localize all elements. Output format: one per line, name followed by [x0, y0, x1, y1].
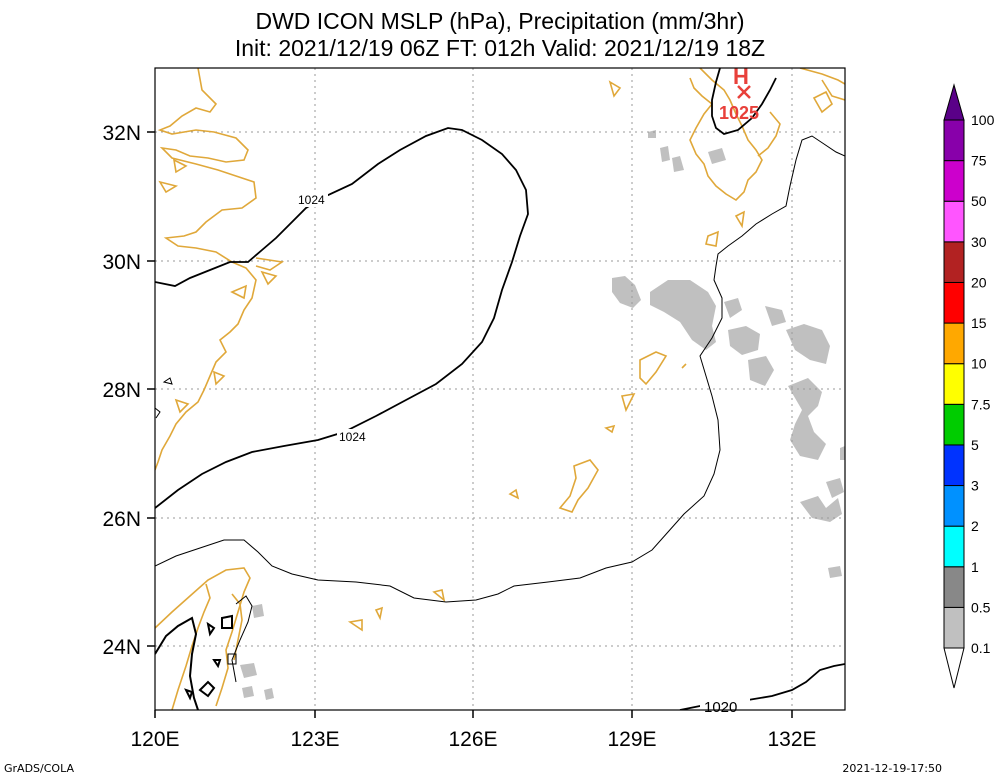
precip-area — [748, 356, 774, 386]
coastline-taiwan-east — [231, 593, 243, 661]
colorbar-segment — [943, 606, 965, 649]
isobar-label: 1020 — [704, 699, 737, 716]
isobar-thin — [155, 135, 845, 603]
precip-area — [724, 298, 742, 318]
coastline-shikoku — [799, 68, 845, 101]
high-marker: H — [733, 64, 749, 89]
colorbar-label: 2 — [971, 518, 979, 534]
precip-area — [240, 663, 257, 678]
lat-labels: 32N 30N 28N 26N 24N — [102, 122, 141, 659]
colorbar-label: 10 — [971, 356, 987, 372]
isobar-labels: 1024 1024 1020 — [296, 192, 750, 716]
map-grid — [155, 68, 845, 710]
footer-right: 2021-12-19-17:50 — [842, 762, 942, 775]
precip-area — [648, 130, 656, 138]
colorbar-label: 100 — [971, 112, 995, 128]
axis-ticks — [147, 131, 793, 718]
colorbar-segment — [943, 525, 965, 568]
precip-area — [242, 686, 254, 698]
lon-labels: 120E 123E 126E 129E 132E — [130, 728, 816, 751]
isobar-label: 1024 — [339, 430, 366, 444]
isobars — [155, 68, 845, 710]
isobar-1024-jp — [711, 68, 777, 135]
precipitation-layer — [240, 130, 845, 700]
lat-label: 32N — [102, 122, 141, 145]
high-value: 1025 — [719, 103, 759, 123]
precip-area — [800, 496, 842, 522]
precip-area — [612, 276, 641, 308]
colorbar-label: 75 — [971, 153, 987, 169]
colorbar-segment — [943, 566, 965, 608]
coastline-kyushu — [689, 68, 763, 202]
precip-area — [728, 326, 760, 355]
high-pressure-center: H 1025 — [719, 64, 759, 123]
colorbar-segment — [943, 322, 965, 365]
coastline-china-islands — [158, 158, 285, 414]
isobar-label: 1024 — [298, 193, 325, 207]
colorbar-label: 5 — [971, 437, 979, 453]
colorbar-segment — [943, 485, 965, 527]
colorbar-label: 15 — [971, 315, 987, 331]
colorbar-label: 30 — [971, 234, 987, 250]
colorbar-segment — [943, 403, 965, 446]
coastline-kyushu-south — [757, 111, 781, 157]
precip-area — [672, 156, 684, 172]
colorbar-top-arrow — [943, 83, 965, 121]
lon-label: 132E — [767, 728, 816, 751]
isobar-small — [231, 595, 253, 683]
footer-left: GrADS/COLA — [4, 762, 74, 775]
isobar-dot — [155, 377, 173, 419]
precip-area — [252, 604, 264, 618]
precip-area — [264, 688, 274, 700]
map-subtitle: Init: 2021/12/19 06Z FT: 012h Valid: 202… — [234, 35, 766, 61]
isobar-1024-taiwan — [155, 616, 199, 710]
colorbar-bottom-arrow — [943, 647, 965, 689]
precip-area — [788, 378, 826, 460]
precip-area — [828, 566, 842, 578]
lat-label: 30N — [102, 251, 141, 274]
precip-area — [765, 306, 786, 326]
isobar-small-loop — [227, 653, 237, 665]
lon-label: 120E — [130, 728, 179, 751]
coastline-china — [155, 68, 257, 471]
coastline-islands — [347, 80, 834, 632]
isobar-1024-north — [155, 127, 529, 509]
map-title: DWD ICON MSLP (hPa), Precipitation (mm/3… — [255, 8, 745, 34]
lat-label: 28N — [102, 379, 141, 402]
colorbar-segment — [943, 119, 965, 162]
precip-area — [840, 446, 845, 460]
lon-label: 126E — [448, 728, 497, 751]
precip-area — [660, 146, 670, 162]
lat-label: 26N — [102, 508, 141, 531]
colorbar-label: 3 — [971, 478, 979, 494]
colorbar-label: 1 — [971, 559, 979, 575]
colorbar-label: 50 — [971, 193, 987, 209]
colorbar-label: 0.1 — [971, 640, 991, 656]
isobar-small-loop — [184, 614, 233, 701]
colorbar-label: 20 — [971, 274, 987, 290]
colorbar-segment — [943, 281, 965, 324]
colorbar-label: 0.5 — [971, 599, 991, 615]
colorbar-segment — [943, 363, 965, 405]
lon-label: 123E — [290, 728, 339, 751]
precip-area — [826, 478, 844, 498]
coastline-china-south — [155, 567, 251, 707]
precip-area — [708, 148, 726, 164]
colorbar-label: 7.5 — [971, 396, 991, 412]
colorbar: 0.1 0.5 1 2 3 5 7.5 10 15 20 30 50 75 100 — [943, 83, 995, 689]
colorbar-segment — [943, 200, 965, 243]
colorbar-segment — [943, 241, 965, 283]
precip-area — [786, 324, 830, 364]
colorbar-segment — [943, 160, 965, 202]
precip-area — [650, 280, 716, 350]
lat-label: 24N — [102, 636, 141, 659]
lon-label: 129E — [607, 728, 656, 751]
colorbar-segment — [943, 444, 965, 487]
coastlines — [155, 68, 845, 710]
